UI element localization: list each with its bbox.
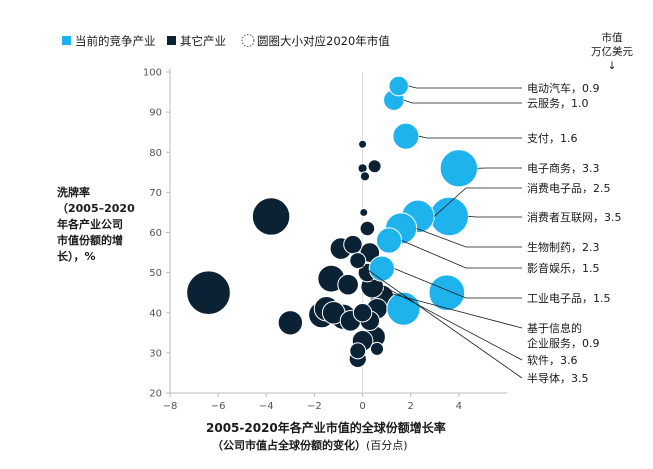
bubble-other-industry	[359, 220, 376, 237]
y-axis-title-line-3: 年各产业公司	[57, 217, 123, 231]
y-tick-label: 80	[149, 148, 162, 159]
x-axis-title-sub: （公司市值占全球份额的变化）(百分点)	[212, 438, 408, 452]
callout-line	[408, 85, 522, 89]
bubble-other-industry	[337, 273, 359, 296]
y-axis-title-line-2: （2005–2020	[57, 202, 135, 215]
bubble-other-industry	[251, 197, 291, 236]
y-axis-title-line-1: 洗牌率	[57, 185, 90, 199]
x-axis-title: 2005-2020年各产业市值的全球份额增长率 （公司市值占全球份额的变化）(百…	[206, 420, 446, 452]
legend-label-size: 圆圈大小对应2020年市值	[257, 34, 390, 48]
y-tick-label: 20	[149, 389, 162, 400]
x-tick-label: −8	[163, 401, 178, 412]
bubble-other-industry	[359, 171, 371, 182]
bubble-other-industry	[352, 303, 373, 323]
unit-label-line-2: 万亿美元	[591, 45, 633, 58]
callout-label: 电动汽车，0.9	[527, 81, 600, 95]
y-axis-title-line-4: 市值份额的增	[57, 233, 123, 247]
callout-label: 基于信息的	[527, 321, 582, 335]
callout-line	[433, 187, 522, 217]
y-tick-label: 100	[143, 68, 162, 79]
callout-line	[394, 268, 522, 299]
callout-line	[372, 288, 523, 329]
bubble-other-industry	[370, 341, 385, 356]
x-tick-label: −6	[211, 401, 226, 412]
callout-line	[416, 228, 522, 248]
legend: 当前的竞争产业 其它产业 圆圈大小对应2020年市值	[62, 34, 390, 48]
callout-label: 生物制药，2.3	[527, 240, 600, 254]
callout-label: 影音娱乐，1.5	[527, 261, 600, 275]
callout-label: 电子商务，3.3	[527, 161, 600, 175]
callout-label: 消费电子品，2.5	[527, 181, 611, 195]
x-tick-label: −2	[307, 401, 322, 412]
x-axis-title-sub-unit: (百分点)	[366, 439, 408, 452]
y-tick-label: 70	[149, 188, 162, 199]
bubble-other-industry	[367, 159, 382, 174]
y-tick-label: 50	[149, 268, 162, 279]
unit-arrow-icon: ↓	[608, 60, 617, 72]
x-axis-title-sub-bold: （公司市值占全球份额的变化）	[212, 438, 366, 452]
callout-line	[364, 276, 523, 361]
bubble-current-industry	[439, 149, 479, 188]
axes: 20 30 40 50 60 70 80 90 100 −8 −6 −4 −2 0 2 4	[143, 68, 507, 412]
bubble-current-industry	[375, 227, 403, 254]
callouts: 电动汽车，0.9 云服务，1.0 支付，1.6 电子商务，3.3 消费电子品，2.5 消费…	[359, 81, 622, 385]
x-tick-label: 4	[456, 401, 462, 412]
callout-label: 软件，3.6	[527, 353, 578, 367]
callout-label: 企业服务，0.9	[527, 336, 600, 350]
callout-line	[359, 264, 523, 379]
legend-label-other: 其它产业	[180, 34, 226, 48]
bubble-other-industry	[349, 342, 367, 360]
y-tick-label: 30	[149, 348, 162, 359]
bubble-other-industry	[277, 310, 304, 336]
y-tick-label: 40	[149, 308, 162, 319]
unit-label-line-1: 市值	[602, 31, 623, 44]
bubble-other-industry	[186, 270, 231, 316]
callout-label: 工业电子品，1.5	[527, 292, 611, 305]
bubble-current-industry	[388, 75, 409, 97]
x-tick-label: 0	[359, 401, 365, 412]
callout-line	[468, 216, 522, 218]
bubble-other-industry	[359, 207, 369, 217]
x-tick-label: 2	[408, 401, 414, 412]
legend-size-icon	[241, 34, 255, 47]
bubble-other-industry	[343, 234, 363, 255]
bubble-current-industry	[368, 255, 395, 282]
callout-line	[418, 135, 522, 139]
legend-swatch-current	[62, 36, 71, 45]
bubble-current-industry	[428, 274, 466, 312]
bubbles	[186, 75, 479, 369]
legend-swatch-other	[167, 36, 176, 45]
callout-label: 消费者互联网，3.5	[527, 210, 622, 224]
y-tick-label: 90	[149, 108, 162, 119]
callout-label: 支付，1.6	[527, 132, 578, 145]
x-axis-title-main: 2005-2020年各产业市值的全球份额增长率	[206, 420, 446, 435]
legend-label-current: 当前的竞争产业	[75, 34, 156, 48]
callout-label: 云服务，1.0	[527, 97, 589, 110]
callout-line	[401, 240, 522, 269]
callout-line	[404, 99, 522, 104]
bubble-other-industry	[358, 139, 368, 149]
x-tick-label: −4	[259, 401, 274, 412]
y-axis-title: 洗牌率 （2005–2020 年各产业公司 市值份额的增 长），%	[57, 185, 135, 263]
bubble-current-industry	[392, 122, 420, 150]
y-axis-title-line-5: 长），%	[57, 249, 96, 263]
bubble-other-industry	[349, 252, 367, 270]
y-tick-label: 60	[149, 228, 162, 239]
unit-label: 市值 万亿美元 ↓	[591, 31, 633, 72]
callout-label: 半导体，3.5	[527, 371, 589, 385]
